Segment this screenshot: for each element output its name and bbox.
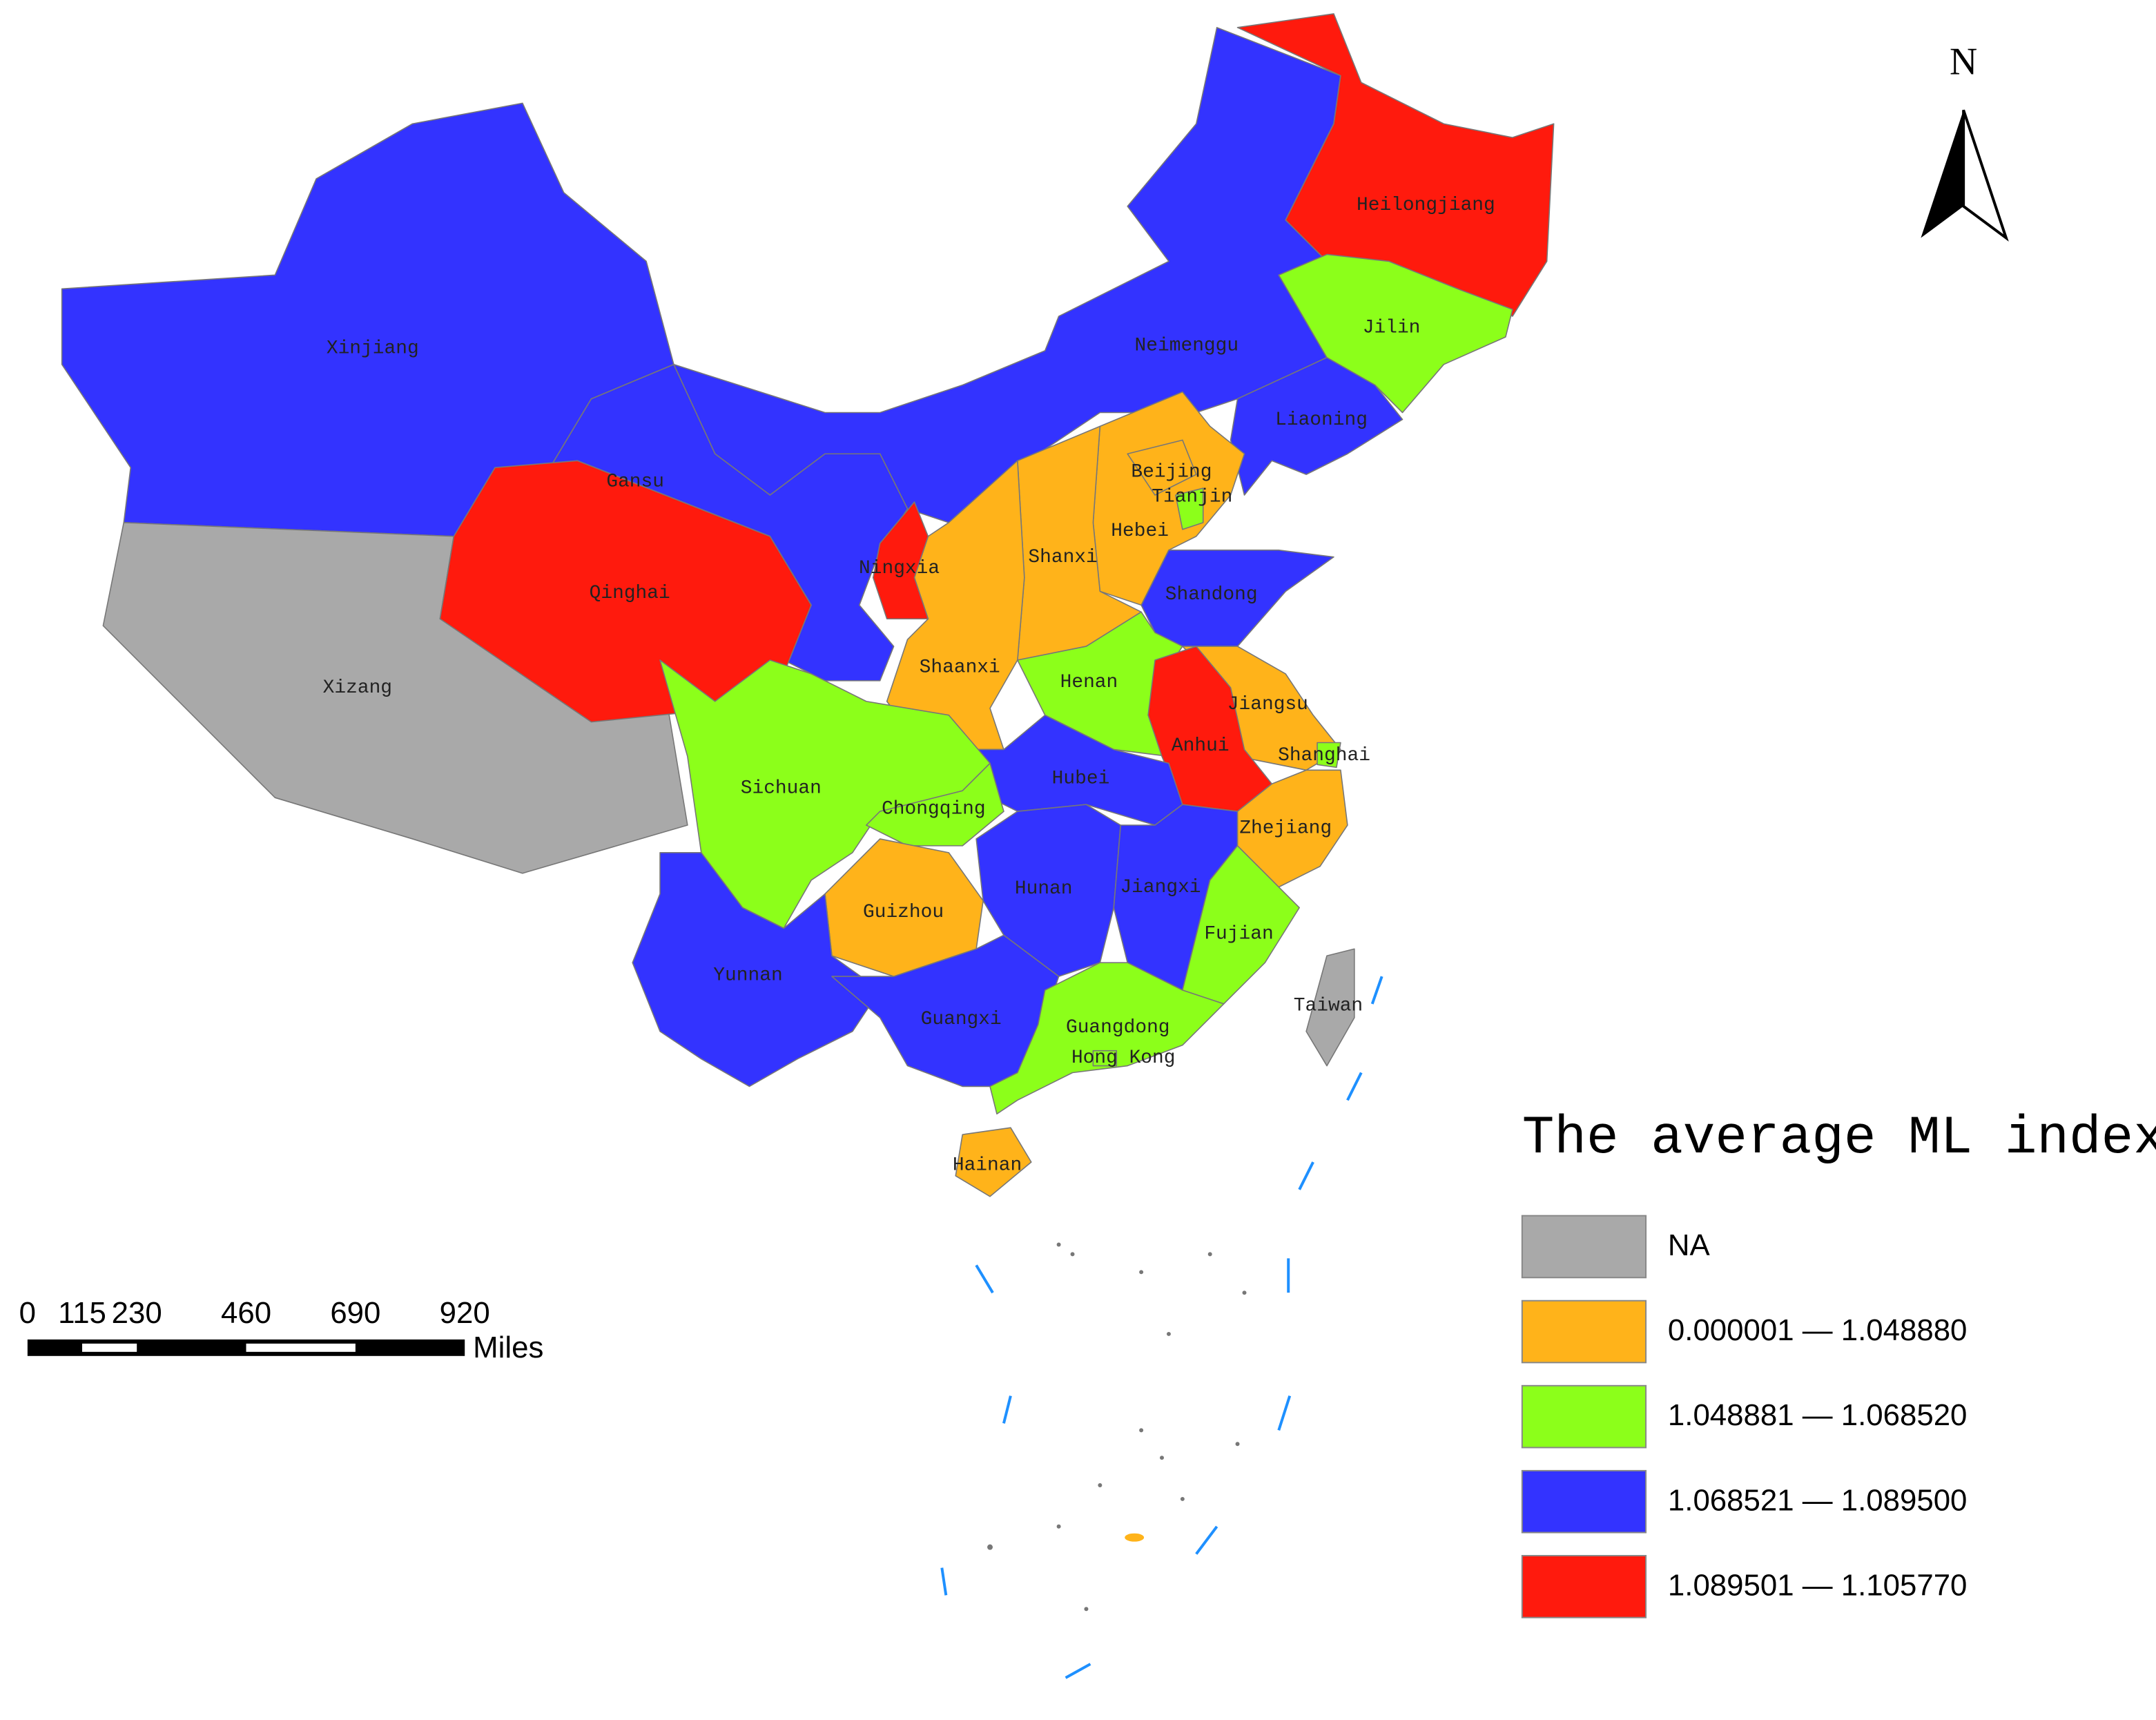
- legend-swatch: [1521, 1469, 1647, 1534]
- legend-title: The average ML index: [1522, 1108, 2156, 1169]
- province-label: Liaoning: [1275, 409, 1368, 431]
- province-label: Hainan: [953, 1154, 1022, 1176]
- province-shape: [989, 962, 1225, 1115]
- province-shape: [865, 762, 1004, 847]
- province-label: Guangdong: [1066, 1017, 1170, 1038]
- islands: [987, 1242, 1247, 1612]
- province-label: Guangxi: [921, 1009, 1002, 1030]
- legend-swatch: [1521, 1215, 1647, 1279]
- legend-swatch: [1521, 1299, 1647, 1364]
- north-arrow: N: [1921, 41, 2009, 242]
- province-shape: [61, 102, 674, 537]
- scale-tick-label: 690: [330, 1296, 380, 1330]
- province-label: Taiwan: [1294, 995, 1363, 1016]
- scale-segment: [246, 1343, 356, 1352]
- legend: NA 0.000001 — 1.048880 1.048881 — 1.068520…: [1521, 1215, 1967, 1618]
- province-label: Fujian: [1204, 924, 1273, 945]
- province-label: Gansu: [606, 471, 664, 492]
- scale-tick-label: 920: [440, 1296, 490, 1330]
- province-label: Qinghai: [590, 583, 670, 604]
- province-label: Zhejiang: [1239, 818, 1332, 839]
- scale-tick-label: 115: [58, 1296, 106, 1330]
- province-label: Shanxi: [1028, 547, 1097, 568]
- north-label: N: [1950, 41, 1977, 84]
- province-label: Shanghai: [1278, 745, 1370, 766]
- province-shape: [1317, 742, 1341, 769]
- scale-tick-label: 460: [221, 1296, 271, 1330]
- province-label: Shaanxi: [920, 657, 1000, 678]
- legend-label: NA: [1668, 1228, 1711, 1262]
- province-shape: [1175, 487, 1204, 530]
- province-label: Chongqing: [882, 798, 986, 820]
- province-shape: [1127, 439, 1197, 496]
- province-shape: [1092, 1050, 1118, 1067]
- province-label: Shandong: [1165, 584, 1258, 606]
- province-label: Guizhou: [863, 902, 944, 923]
- province-label: Ningxia: [859, 558, 940, 579]
- scale-tick-label: 0: [19, 1296, 36, 1330]
- province-label: Jiangsu: [1227, 694, 1308, 715]
- province-label: Heilongjiang: [1357, 195, 1495, 216]
- province-label: Yunnan: [713, 965, 782, 986]
- province-shape: [955, 1127, 1032, 1197]
- province-label: Hunan: [1015, 878, 1073, 900]
- province-shape: [975, 804, 1122, 977]
- province-label: Henan: [1060, 672, 1118, 693]
- province-label: Sichuan: [741, 778, 822, 800]
- province-label: Xizang: [323, 677, 392, 699]
- legend-label: 1.048881 — 1.068520: [1668, 1398, 1967, 1432]
- province-label: Hebei: [1111, 521, 1169, 542]
- province-shape: [439, 460, 812, 723]
- legend-label: 0.000001 — 1.048880: [1668, 1313, 1967, 1347]
- province-label: Jiangxi: [1120, 877, 1201, 898]
- province-shape: [1305, 948, 1355, 1067]
- province-label: Hong Kong: [1071, 1047, 1176, 1069]
- provinces: [61, 13, 1555, 1197]
- legend-swatch: [1521, 1384, 1647, 1449]
- province-label: Hubei: [1052, 769, 1110, 790]
- scale-tick-label: 230: [112, 1296, 162, 1330]
- scale-unit: Miles: [473, 1331, 543, 1364]
- province-label: Tianjin: [1152, 486, 1232, 508]
- province-label: Beijing: [1131, 462, 1212, 483]
- province-label: Neimenggu: [1135, 335, 1239, 356]
- province-shape: [1182, 845, 1300, 1005]
- legend-label: 1.089501 — 1.105770: [1668, 1568, 1967, 1602]
- legend-swatch: [1521, 1554, 1647, 1618]
- province-shape: [872, 501, 929, 620]
- province-label: Xinjiang: [327, 338, 419, 359]
- nine-dash-line: [940, 976, 1383, 1679]
- scale-segment: [82, 1343, 137, 1352]
- legend-label: 1.068521 — 1.089500: [1668, 1483, 1967, 1517]
- province-label: Jilin: [1363, 317, 1421, 338]
- province-label: Anhui: [1172, 735, 1230, 757]
- province-shape: [1236, 13, 1555, 317]
- province-shape: [824, 838, 984, 977]
- province-shape: [632, 852, 881, 1088]
- province-labels: Neimenggu Gansu Xinjiang Xizang Qinghai …: [323, 195, 1495, 1176]
